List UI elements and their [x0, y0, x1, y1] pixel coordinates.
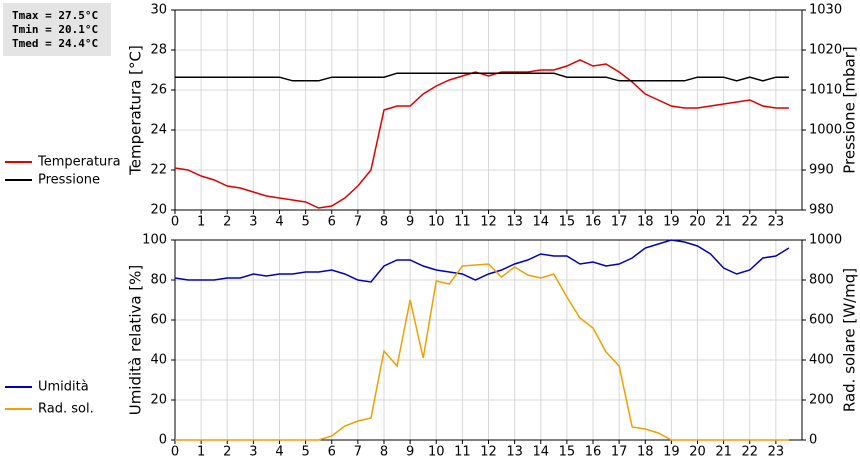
y2-tick-label: 1020 [809, 43, 842, 58]
x-tick-label: 18 [637, 445, 654, 460]
x-tick-label: 11 [454, 215, 471, 230]
x-tick-label: 16 [585, 445, 602, 460]
x-tick-label: 14 [532, 445, 549, 460]
x-tick-label: 21 [715, 215, 732, 230]
y-tick-label: 28 [150, 43, 167, 58]
x-tick-label: 4 [275, 445, 283, 460]
x-tick-label: 19 [663, 445, 680, 460]
y-tick-label: 20 [150, 203, 167, 218]
x-tick-label: 22 [741, 215, 758, 230]
data-line [174, 59, 789, 209]
x-tick-label: 21 [715, 445, 732, 460]
y-tick-label: 0 [159, 433, 167, 448]
y-tick-label: 60 [150, 313, 167, 328]
annotation: Tmax = 27.5°C [12, 9, 98, 22]
x-tick-label: 10 [428, 215, 445, 230]
x-tick-label: 6 [328, 445, 336, 460]
x-tick-label: 8 [380, 445, 388, 460]
x-tick-label: 17 [611, 445, 628, 460]
y-tick-label: 22 [150, 163, 167, 178]
y-tick-label: 40 [150, 353, 167, 368]
y-tick-label: 100 [142, 233, 167, 248]
x-tick-label: 7 [354, 445, 362, 460]
x-tick-label: 3 [249, 215, 257, 230]
y2-tick-label: 1030 [809, 3, 842, 18]
annotation: Tmed = 24.4°C [12, 37, 98, 50]
y2-tick-label: 1000 [809, 233, 842, 248]
legend-label: Rad. sol. [38, 402, 94, 417]
y-tick-label: 24 [150, 123, 167, 138]
y-axis-label: Temperatura [°C] [127, 45, 145, 176]
y2-tick-label: 200 [809, 393, 834, 408]
x-tick-label: 15 [559, 445, 576, 460]
y2-axis-label: Pressione [mbar] [841, 46, 859, 174]
x-tick-label: 11 [454, 445, 471, 460]
x-tick-label: 8 [380, 215, 388, 230]
x-tick-label: 13 [506, 445, 523, 460]
x-tick-label: 23 [768, 445, 785, 460]
x-tick-label: 13 [506, 215, 523, 230]
x-tick-label: 5 [301, 215, 309, 230]
x-tick-label: 19 [663, 215, 680, 230]
x-tick-label: 15 [559, 215, 576, 230]
y2-tick-label: 0 [809, 433, 817, 448]
y2-tick-label: 800 [809, 273, 834, 288]
legend-label: Temperatura [37, 155, 121, 170]
legend-label: Umidità [38, 380, 89, 395]
data-line [175, 263, 789, 441]
x-tick-label: 3 [249, 445, 257, 460]
y2-axis-label: Rad. solare [W/mq] [841, 268, 859, 412]
y2-tick-label: 1010 [809, 83, 842, 98]
x-tick-label: 14 [532, 215, 549, 230]
x-tick-label: 18 [637, 215, 654, 230]
x-tick-label: 20 [689, 215, 706, 230]
x-tick-label: 16 [585, 215, 602, 230]
x-tick-label: 1 [197, 445, 205, 460]
x-tick-label: 9 [406, 215, 414, 230]
plot-frame [174, 9, 803, 211]
plot-frame [174, 239, 803, 441]
x-tick-label: 0 [171, 215, 179, 230]
x-tick-label: 23 [768, 215, 785, 230]
annotation: Tmin = 20.1°C [12, 23, 98, 36]
y-axis-label: Umidità relativa [%] [127, 265, 145, 416]
x-tick-label: 4 [275, 215, 283, 230]
x-tick-label: 10 [428, 445, 445, 460]
x-tick-label: 9 [406, 445, 414, 460]
x-tick-label: 6 [328, 215, 336, 230]
x-tick-label: 2 [223, 445, 231, 460]
x-tick-label: 12 [480, 215, 497, 230]
y2-tick-label: 1000 [809, 123, 842, 138]
x-tick-label: 17 [611, 215, 628, 230]
x-tick-label: 20 [689, 445, 706, 460]
y2-tick-label: 600 [809, 313, 834, 328]
data-line [174, 239, 790, 283]
y-tick-label: 30 [150, 3, 167, 18]
x-tick-label: 0 [171, 445, 179, 460]
y-tick-label: 20 [150, 393, 167, 408]
x-tick-label: 12 [480, 445, 497, 460]
x-tick-label: 22 [741, 445, 758, 460]
y-tick-label: 80 [150, 273, 167, 288]
summary-box [3, 3, 111, 56]
x-tick-label: 1 [197, 215, 205, 230]
legend-label: Pressione [38, 173, 100, 188]
y-tick-label: 26 [150, 83, 167, 98]
x-tick-label: 2 [223, 215, 231, 230]
x-tick-label: 7 [354, 215, 362, 230]
y2-tick-label: 400 [809, 353, 834, 368]
y2-tick-label: 990 [809, 163, 834, 178]
data-line [175, 72, 789, 82]
y2-tick-label: 980 [809, 203, 834, 218]
x-tick-label: 5 [301, 445, 309, 460]
